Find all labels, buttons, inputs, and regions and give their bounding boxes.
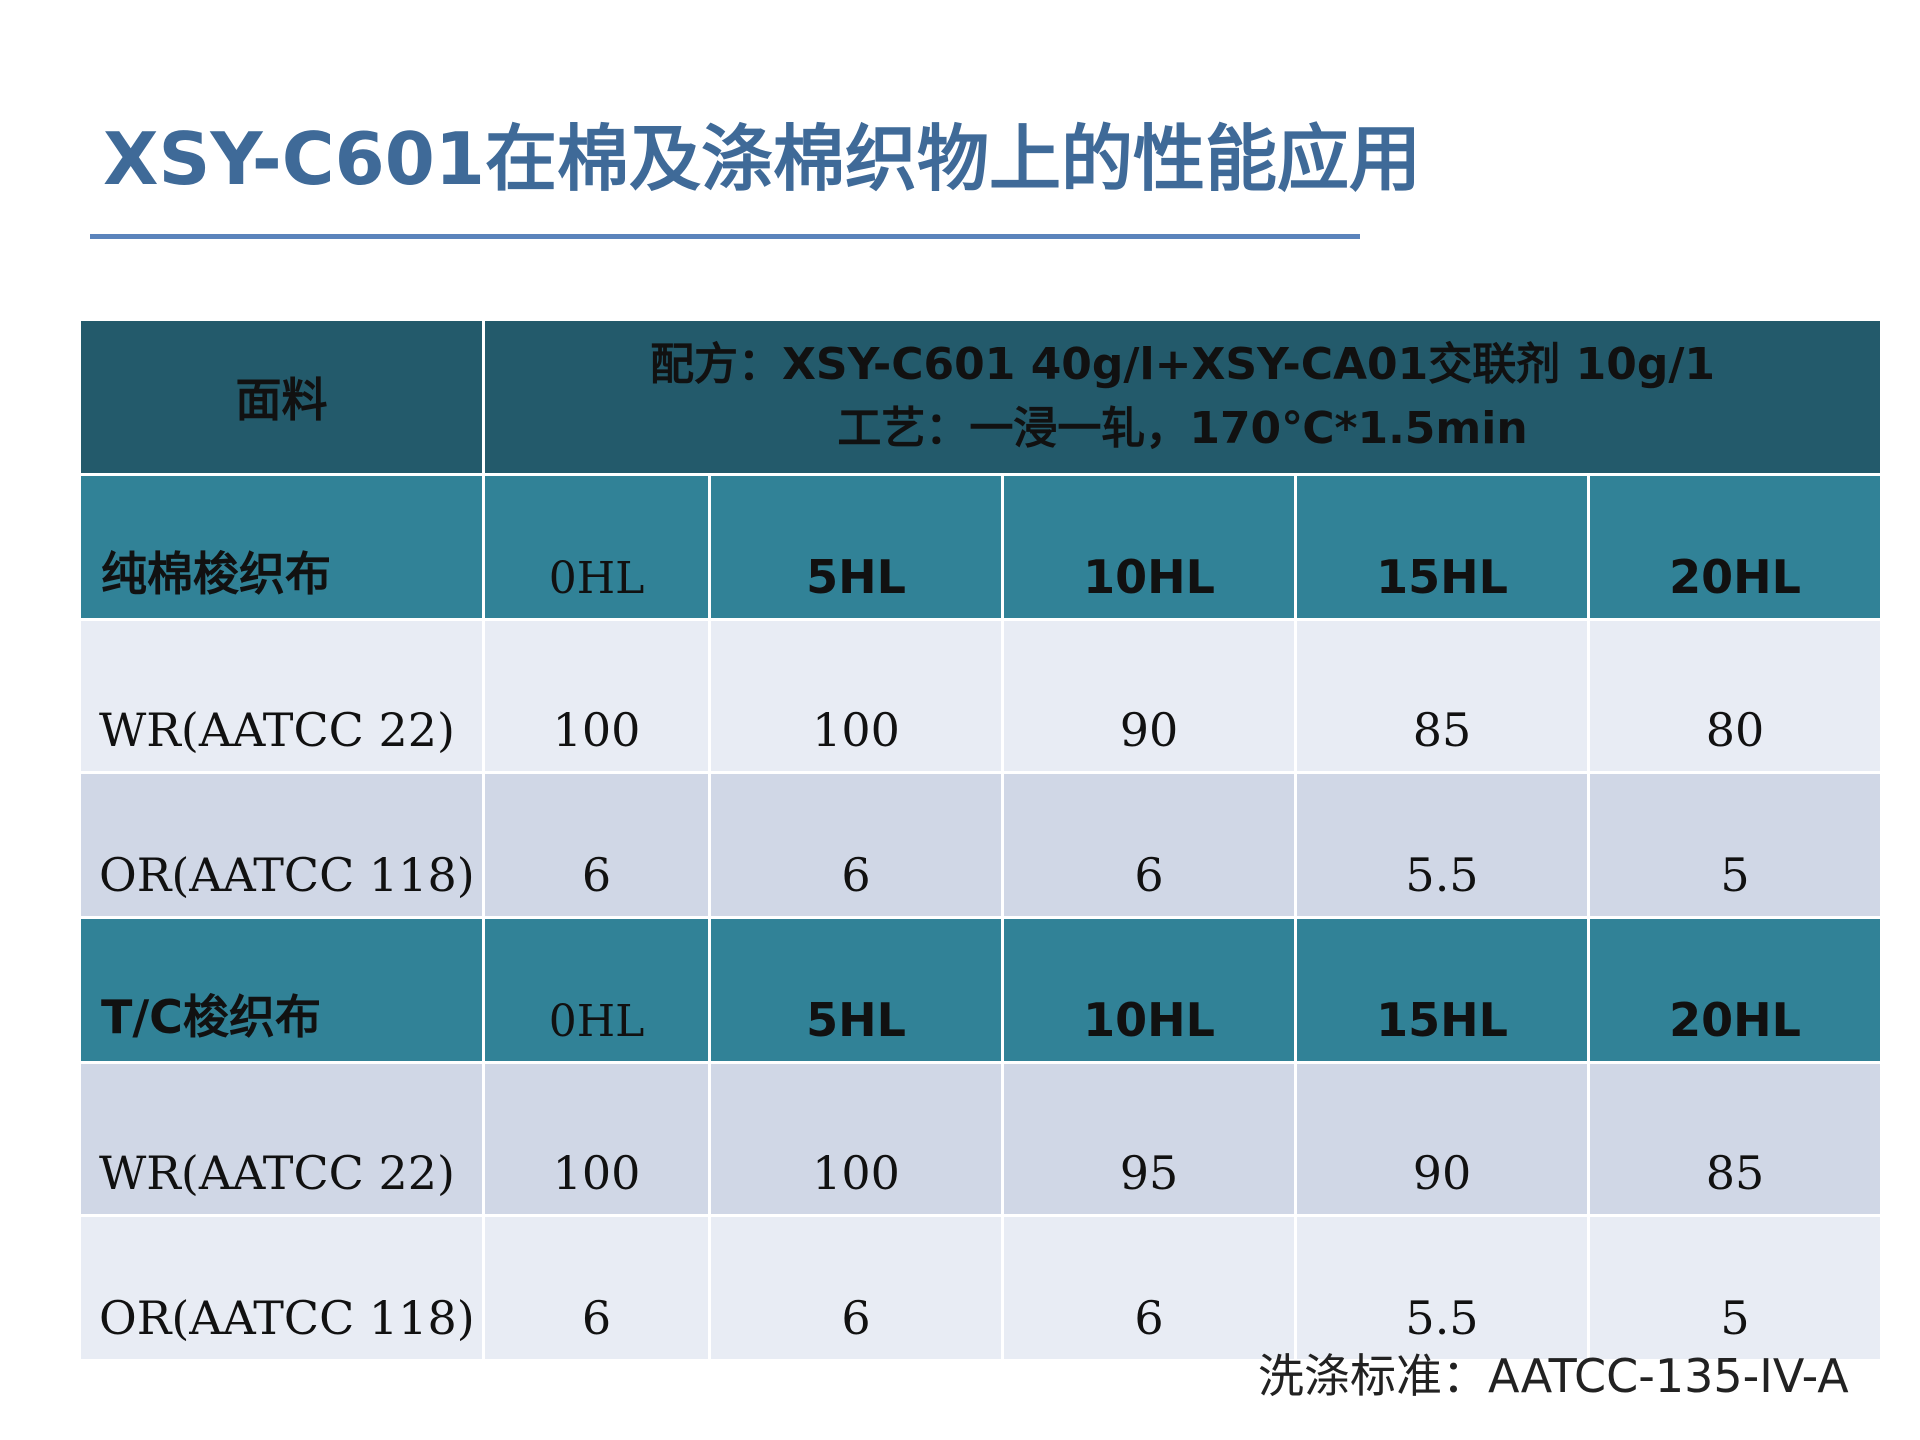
table-cell: 6 [482, 771, 711, 919]
table-row: WR(AATCC 22) 100 100 90 85 80 [78, 618, 1883, 774]
fabric-header-cell: 面料 [78, 318, 485, 476]
table-row: WR(AATCC 22) 100 100 95 90 85 [78, 1061, 1883, 1217]
table-cell: 100 [708, 1061, 1004, 1217]
slide-title: XSY-C601在棉及涤棉织物上的性能应用 [103, 117, 1421, 201]
performance-table: 面料 配方：XSY-C601 40g/l+XSY-CA01交联剂 10g/1 工… [78, 318, 1883, 1362]
wash-column-header: 15HL [1294, 473, 1590, 621]
table-cell: 95 [1001, 1061, 1297, 1217]
section-header-row: 纯棉梭织布 0HL 5HL 10HL 15HL 20HL [78, 473, 1883, 621]
wash-column-header: 15HL [1294, 916, 1590, 1064]
section-header-row: T/C梭织布 0HL 5HL 10HL 15HL 20HL [78, 916, 1883, 1064]
table-cell: 5 [1587, 771, 1883, 919]
wash-column-header: 0HL [482, 916, 711, 1064]
table-cell: 90 [1001, 618, 1297, 774]
wash-standard-note: 洗涤标准：AATCC-135-IV-A [1258, 1349, 1849, 1403]
table-cell: 100 [482, 1061, 711, 1217]
table-row: OR(AATCC 118) 6 6 6 5.5 5 [78, 771, 1883, 919]
table-cell: 100 [708, 618, 1004, 774]
table-cell: 100 [482, 618, 711, 774]
table-row: OR(AATCC 118) 6 6 6 5.5 5 [78, 1214, 1883, 1362]
table-cell: 85 [1587, 1061, 1883, 1217]
table-cell: 6 [482, 1214, 711, 1362]
table-cell: 90 [1294, 1061, 1590, 1217]
process-line: 工艺：一浸一轧，170℃*1.5min [837, 403, 1528, 454]
wash-column-header: 20HL [1587, 916, 1883, 1064]
table-cell: 5 [1587, 1214, 1883, 1362]
table-cell: 5.5 [1294, 771, 1590, 919]
section-label: T/C梭织布 [78, 916, 485, 1064]
wash-column-header: 0HL [482, 473, 711, 621]
title-underline [90, 234, 1360, 239]
table-cell: 6 [1001, 771, 1297, 919]
row-label: WR(AATCC 22) [78, 1061, 485, 1217]
row-label: WR(AATCC 22) [78, 618, 485, 774]
wash-column-header: 20HL [1587, 473, 1883, 621]
row-label: OR(AATCC 118) [78, 771, 485, 919]
row-label: OR(AATCC 118) [78, 1214, 485, 1362]
wash-column-header: 10HL [1001, 916, 1297, 1064]
table-cell: 6 [708, 771, 1004, 919]
table-cell: 85 [1294, 618, 1590, 774]
table-cell: 6 [708, 1214, 1004, 1362]
wash-column-header: 5HL [708, 473, 1004, 621]
formula-header-cell: 配方：XSY-C601 40g/l+XSY-CA01交联剂 10g/1 工艺：一… [482, 318, 1883, 476]
section-label: 纯棉梭织布 [78, 473, 485, 621]
formula-line: 配方：XSY-C601 40g/l+XSY-CA01交联剂 10g/1 [649, 339, 1716, 390]
table-top-header: 面料 配方：XSY-C601 40g/l+XSY-CA01交联剂 10g/1 工… [78, 318, 1883, 476]
wash-column-header: 5HL [708, 916, 1004, 1064]
table-cell: 5.5 [1294, 1214, 1590, 1362]
table-cell: 6 [1001, 1214, 1297, 1362]
wash-column-header: 10HL [1001, 473, 1297, 621]
table-cell: 80 [1587, 618, 1883, 774]
